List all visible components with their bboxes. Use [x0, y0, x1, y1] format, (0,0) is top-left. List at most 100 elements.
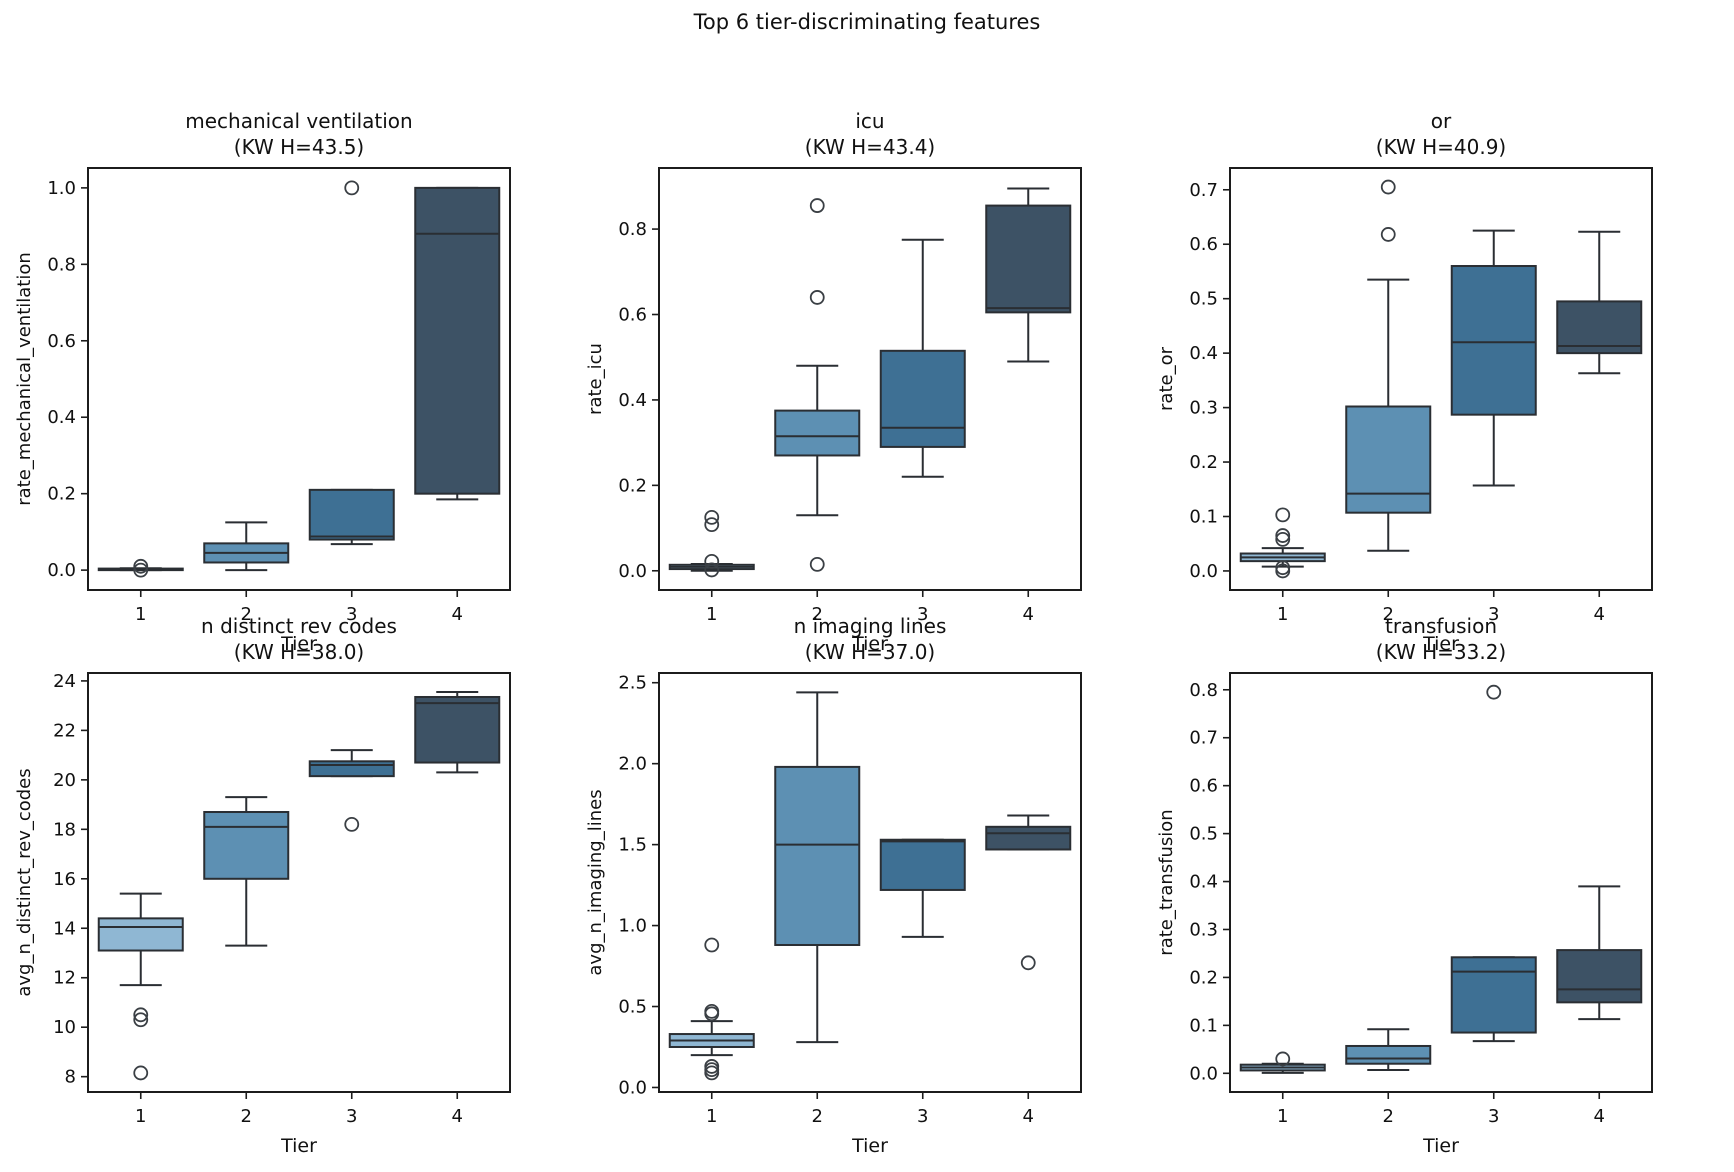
iqr-box [985, 204, 1072, 314]
outlier-point [704, 562, 720, 578]
y-tick-label: 16 [53, 869, 76, 890]
outlier-point [133, 562, 149, 578]
iqr-box [97, 917, 184, 952]
x-axis-label: Tier [280, 1135, 317, 1157]
y-tick-label: 0.2 [47, 484, 76, 505]
subplot-title: transfusion [1385, 614, 1497, 638]
y-axis-label: rate_or [1156, 346, 1177, 411]
outlier-point [1275, 507, 1291, 523]
subplot-mechanical-ventilation: mechanical ventilation(KW H=43.5) 0.0 0.2 0… [14, 109, 511, 655]
y-tick-label: 0.0 [618, 1077, 647, 1098]
x-tick-label: 1 [706, 604, 717, 625]
subplot-subtitle: (KW H=37.0) [805, 640, 935, 664]
x-tick-label: 2 [1383, 1106, 1394, 1127]
x-tick-label: 4 [1594, 1106, 1605, 1127]
outlier-point [1020, 955, 1036, 971]
iqr-box [308, 488, 395, 541]
y-axis-label: avg_n_distinct_rev_codes [14, 768, 35, 996]
y-tick-label: 0.3 [1189, 398, 1218, 419]
box-tier-4 [985, 187, 1072, 363]
y-tick-label: 20 [53, 770, 76, 791]
iqr-box [774, 409, 861, 457]
x-tick-label: 1 [1277, 1106, 1288, 1127]
outlier-point [1380, 227, 1396, 242]
outlier-point [1486, 684, 1502, 700]
subplot-subtitle: (KW H=43.5) [234, 135, 364, 159]
y-tick-label: 8 [65, 1067, 76, 1088]
x-tick-label: 1 [135, 1106, 146, 1127]
subplot-n-distinct-rev-codes: n distinct rev codes(KW H=38.0)810121416… [14, 614, 511, 1157]
y-tick-label: 22 [53, 720, 76, 741]
iqr-box [203, 811, 290, 880]
iqr-box [1450, 956, 1537, 1034]
subplot-transfusion: transfusion(KW H=33.2) 0.0 0.1 0.2 0.3 0.4 0.5… [1156, 614, 1653, 1157]
y-tick-label: 1.0 [618, 916, 647, 937]
x-tick-label: 3 [1488, 1106, 1499, 1127]
y-tick-label: 0.8 [47, 254, 76, 275]
x-axis-label: Tier [1422, 1135, 1459, 1157]
subplot-or: or(KW H=40.9) 0.0 0.1 0.2 0.3 0.4 0.5 0.6 0.7 rat… [1156, 109, 1653, 655]
subplot-subtitle: (KW H=43.4) [805, 135, 935, 159]
subplot-icu: icu(KW H=43.4) 0.0 0.2 0.4 0.6 0.8 rate_icu 1 2 3… [585, 109, 1082, 655]
y-tick-label: 0.6 [1189, 234, 1218, 255]
outlier-point [809, 556, 825, 572]
y-tick-label: 24 [53, 671, 76, 692]
figure-title: Top 6 tier-discriminating features [693, 10, 1041, 34]
x-tick-label: 3 [917, 604, 928, 625]
axes-frame [1229, 672, 1653, 1093]
x-tick-label: 4 [1023, 604, 1034, 625]
outlier-point [133, 1007, 149, 1023]
iqr-box [1345, 1044, 1432, 1065]
box-tier-1 [668, 937, 755, 1081]
x-tick-label: 2 [241, 604, 252, 625]
axes-frame [87, 672, 511, 1093]
x-tick-label: 1 [706, 1106, 717, 1127]
axes-frame [87, 167, 511, 591]
y-tick-label: 2.0 [618, 754, 647, 775]
y-tick-label: 2.5 [618, 673, 647, 694]
iqr-box [1345, 405, 1432, 514]
outlier-point [1275, 531, 1291, 547]
x-tick-label: 4 [452, 1106, 463, 1127]
y-tick-label: 0.5 [1189, 824, 1218, 845]
y-tick-label: 0.0 [618, 561, 647, 582]
y-tick-label: 1.5 [618, 835, 647, 856]
iqr-box [1450, 265, 1537, 416]
box-tier-3 [879, 838, 966, 938]
outlier-point [704, 1006, 720, 1022]
y-tick-label: 0.6 [47, 331, 76, 352]
box-tier-1 [1239, 507, 1326, 579]
x-tick-label: 2 [812, 1106, 823, 1127]
box-tier-1 [97, 892, 184, 1081]
y-tick-label: 0.0 [47, 560, 76, 581]
y-tick-label: 1.0 [47, 178, 76, 199]
y-tick-label: 0.1 [1189, 506, 1218, 527]
iqr-box [879, 838, 966, 891]
y-tick-label: 0.2 [1189, 967, 1218, 988]
x-tick-label: 3 [917, 1106, 928, 1127]
y-tick-label: 0.6 [1189, 776, 1218, 797]
outlier-point [133, 558, 149, 574]
box-tier-1 [97, 558, 184, 578]
y-tick-label: 0.0 [1189, 561, 1218, 582]
outlier-point [704, 553, 720, 569]
box-tier-3 [879, 238, 966, 478]
iqr-box [414, 186, 501, 495]
outlier-point [704, 517, 720, 533]
outlier-point [809, 290, 825, 305]
x-tick-label: 4 [1023, 1106, 1034, 1127]
x-axis-label: Tier [851, 1135, 888, 1157]
x-tick-label: 3 [346, 1106, 357, 1127]
y-tick-label: 0.8 [1189, 680, 1218, 701]
iqr-box [1556, 949, 1643, 1004]
box-tier-2 [203, 796, 290, 947]
x-axis-label: Tier [1422, 633, 1459, 655]
y-tick-label: 0.6 [618, 305, 647, 326]
x-tick-label: 2 [1383, 604, 1394, 625]
x-tick-label: 1 [135, 604, 146, 625]
x-tick-label: 4 [452, 604, 463, 625]
y-tick-label: 0.5 [618, 997, 647, 1018]
outlier-point [344, 180, 360, 196]
y-tick-label: 0.7 [1189, 180, 1218, 201]
